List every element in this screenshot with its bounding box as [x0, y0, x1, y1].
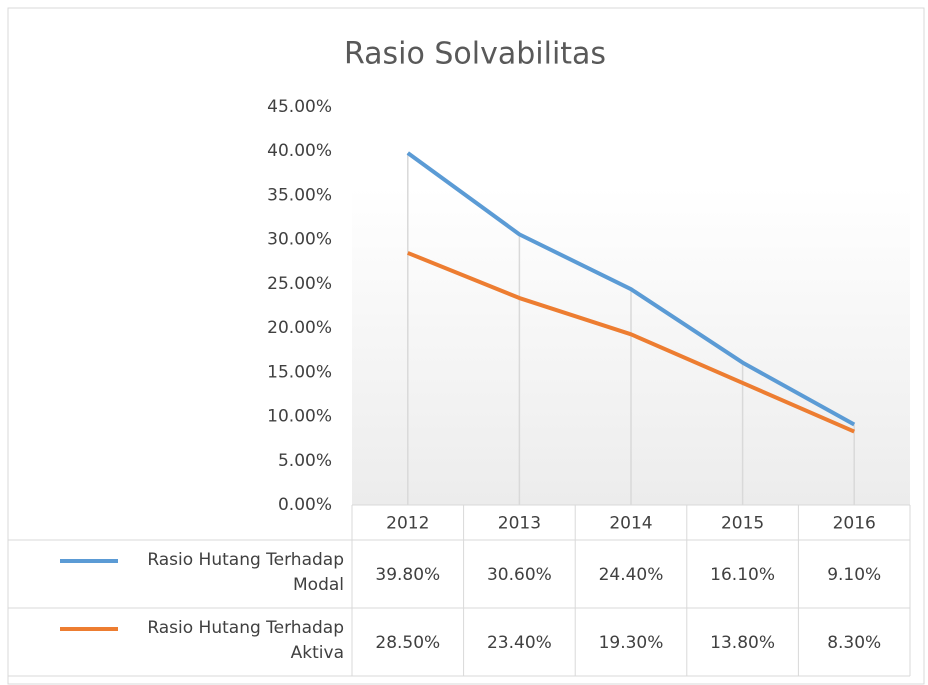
legend-label: Rasio Hutang Terhadap Modal — [147, 550, 344, 595]
legend-label-box: Rasio Hutang Terhadap Aktiva — [147, 618, 344, 663]
chart-title: Rasio Solvabilitas — [344, 37, 606, 72]
legend-label-box: Rasio Hutang Terhadap Modal — [147, 550, 344, 595]
y-tick-label: 0.00% — [278, 495, 332, 515]
x-tick-label: 2012 — [386, 514, 429, 534]
y-tick-label: 15.00% — [267, 362, 332, 382]
data-table-value: 24.40% — [599, 565, 664, 585]
y-tick-label: 35.00% — [267, 185, 332, 205]
x-tick-label: 2015 — [721, 514, 764, 534]
y-tick-label: 45.00% — [267, 97, 332, 117]
data-table-value: 9.10% — [827, 565, 881, 585]
legend-label: Rasio Hutang Terhadap Aktiva — [147, 618, 344, 663]
data-table-value: 39.80% — [375, 565, 440, 585]
data-table-value: 28.50% — [375, 633, 440, 653]
data-table-value: 8.30% — [827, 633, 881, 653]
y-tick-label: 10.00% — [267, 407, 332, 427]
series-line — [406, 151, 856, 427]
y-tick-label: 25.00% — [267, 274, 332, 294]
x-tick-label: 2014 — [609, 514, 652, 534]
data-table-value: 16.10% — [710, 565, 775, 585]
data-table-value: 19.30% — [599, 633, 664, 653]
x-tick-label: 2016 — [833, 514, 876, 534]
y-tick-label: 40.00% — [267, 141, 332, 161]
y-tick-label: 30.00% — [267, 230, 332, 250]
series-line — [407, 251, 855, 434]
x-tick-label: 2013 — [498, 514, 541, 534]
data-table-value: 30.60% — [487, 565, 552, 585]
y-tick-label: 20.00% — [267, 318, 332, 338]
data-table-value: 23.40% — [487, 633, 552, 653]
y-tick-label: 5.00% — [278, 451, 332, 471]
data-table-value: 13.80% — [710, 633, 775, 653]
